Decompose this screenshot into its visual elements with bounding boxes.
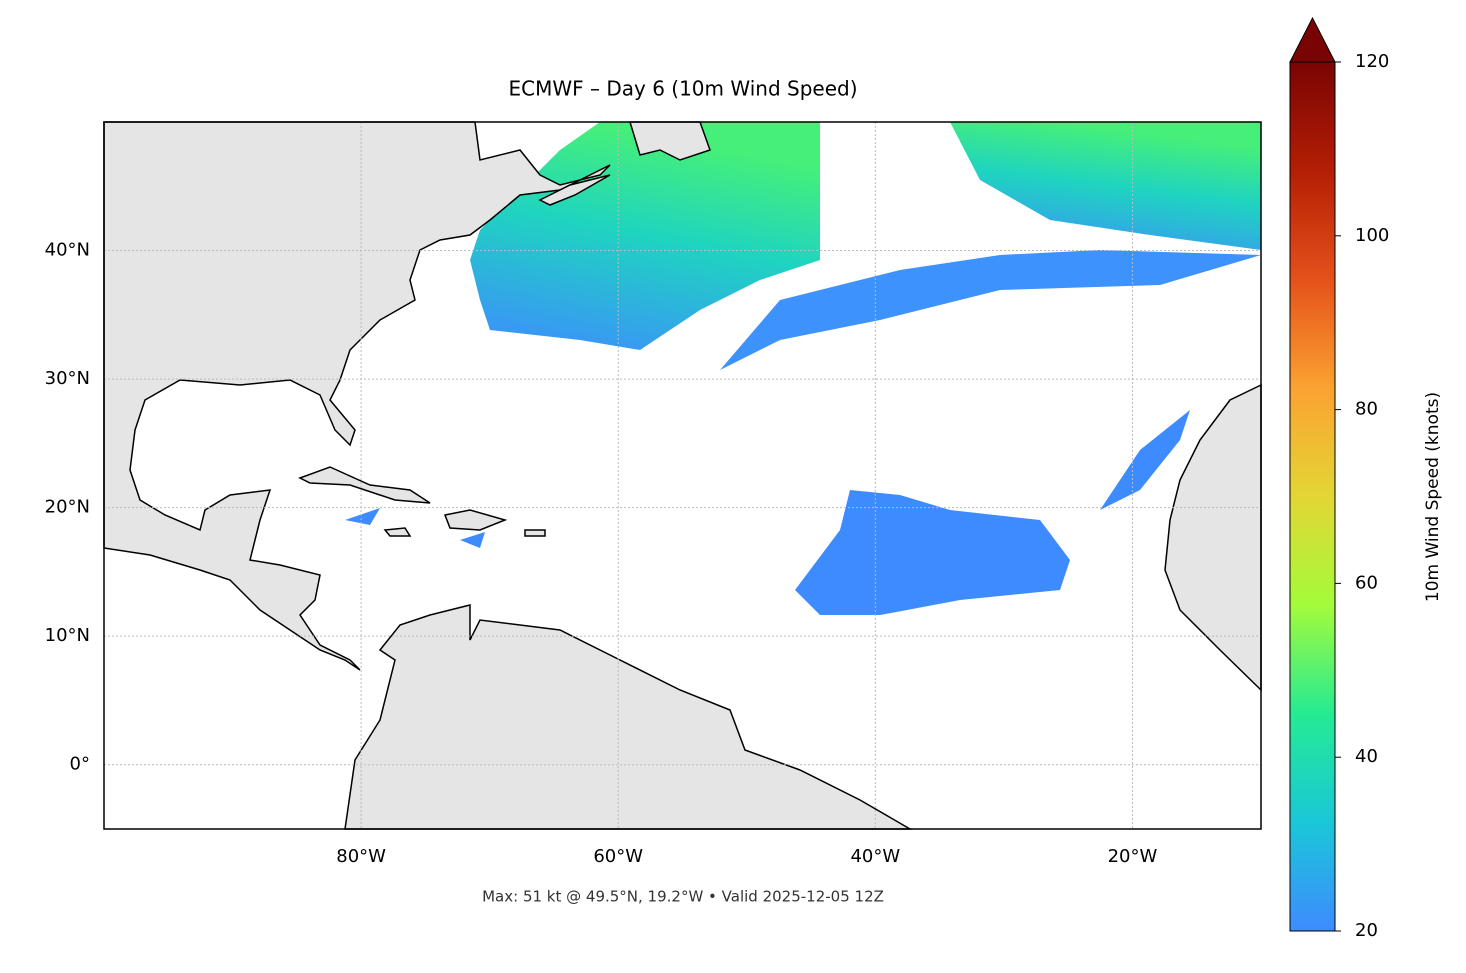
- colorbar-tick-label: 40: [1355, 746, 1378, 767]
- land: [103, 121, 1262, 830]
- colorbar-tick-label: 80: [1355, 399, 1378, 420]
- x-tick-label: 60°W: [593, 846, 643, 867]
- colorbar-extension: [1289, 16, 1336, 63]
- y-tick-label: 20°N: [45, 497, 90, 518]
- y-tick-label: 0°: [70, 754, 90, 775]
- colorbar-label: 10m Wind Speed (knots): [1423, 392, 1443, 602]
- subtitle: Max: 51 kt @ 49.5°N, 19.2°W • Valid 2025…: [482, 888, 884, 906]
- grid: [104, 122, 1261, 829]
- chart-title: ECMWF – Day 6 (10m Wind Speed): [509, 77, 858, 101]
- x-tick-label: 80°W: [336, 846, 386, 867]
- map-frame: [103, 121, 1262, 830]
- y-tick-label: 40°N: [45, 240, 90, 261]
- wind-field: [235, 122, 1261, 615]
- colorbar-tick-label: 20: [1355, 920, 1378, 941]
- y-tick-label: 10°N: [45, 625, 90, 646]
- colorbar-tick-label: 100: [1355, 225, 1389, 246]
- colorbar-tick-label: 120: [1355, 51, 1389, 72]
- y-tick-label: 30°N: [45, 368, 90, 389]
- x-tick-label: 20°W: [1108, 846, 1158, 867]
- x-tick-label: 40°W: [850, 846, 900, 867]
- colorbar: [1289, 61, 1336, 932]
- colorbar-tick-label: 60: [1355, 572, 1378, 593]
